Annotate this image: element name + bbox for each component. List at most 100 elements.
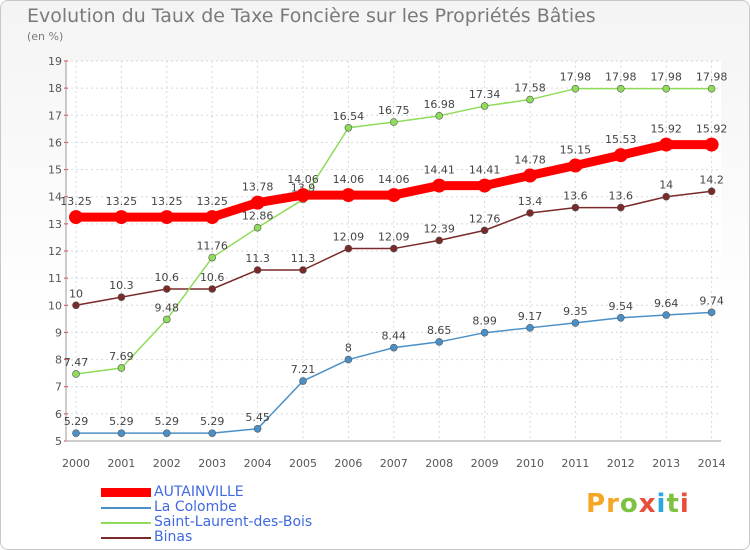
data-point	[72, 429, 80, 437]
chart-subtitle: (en %)	[27, 30, 64, 43]
data-label: 17.98	[696, 71, 728, 84]
data-label: 10.3	[109, 279, 134, 292]
logo-letter: i	[656, 489, 667, 519]
data-label: 5.29	[64, 415, 89, 428]
logo-letter: P	[586, 489, 607, 519]
y-tick-label: 7	[55, 381, 62, 394]
data-point	[477, 178, 492, 193]
data-label: 10.6	[200, 271, 225, 284]
data-label: 13.25	[106, 195, 138, 208]
data-label: 8.44	[382, 330, 407, 343]
data-label: 16.98	[423, 98, 455, 111]
data-point	[480, 328, 489, 337]
data-label: 12.39	[423, 222, 455, 235]
data-point	[208, 429, 216, 437]
data-label: 5.29	[200, 415, 225, 428]
data-point	[389, 244, 398, 253]
logo-letter: t	[666, 489, 680, 519]
data-label: 14.06	[287, 173, 319, 186]
data-point	[571, 319, 580, 327]
data-point	[480, 102, 489, 110]
data-label: 17.34	[469, 88, 501, 101]
y-tick-label: 19	[48, 55, 62, 68]
data-point	[435, 236, 444, 245]
data-point	[389, 118, 398, 126]
data-label: 16.54	[333, 110, 365, 123]
data-point	[616, 313, 625, 322]
data-point	[117, 293, 126, 301]
data-label: 8.65	[427, 324, 452, 337]
y-tick-label: 16	[48, 136, 62, 149]
y-tick-label: 10	[48, 299, 62, 312]
data-point	[616, 203, 625, 212]
data-point	[616, 84, 625, 93]
data-point	[571, 84, 580, 93]
logo-letter: x	[638, 489, 657, 519]
data-point	[72, 370, 80, 378]
data-label: 13.4	[518, 195, 543, 208]
data-label: 12.76	[469, 212, 501, 225]
data-label: 9.54	[609, 300, 634, 313]
data-label: 17.98	[605, 71, 637, 84]
data-label: 13.6	[609, 190, 634, 203]
data-label: 13.9	[291, 181, 316, 194]
data-label: 11.3	[291, 252, 316, 265]
x-tick-label: 2005	[289, 457, 317, 470]
data-point	[72, 301, 80, 310]
legend-swatch	[101, 507, 151, 509]
x-tick-label: 2013	[652, 457, 680, 470]
data-label: 17.98	[560, 71, 592, 84]
data-point	[344, 123, 353, 132]
data-point	[523, 168, 537, 183]
data-label: 13.25	[151, 195, 183, 208]
y-tick-label: 5	[55, 435, 62, 448]
data-label: 8	[345, 342, 352, 355]
y-tick-label: 11	[48, 272, 62, 285]
data-label: 5.29	[155, 415, 180, 428]
data-label: 9.48	[155, 301, 180, 314]
x-tick-label: 2014	[698, 457, 726, 470]
data-label: 12.09	[333, 231, 365, 244]
data-point	[704, 137, 719, 152]
x-tick-label: 2004	[244, 457, 272, 470]
y-tick-label: 14	[48, 191, 62, 204]
data-point	[613, 148, 628, 163]
proxiti-logo: Proxiti	[586, 489, 690, 519]
data-point	[163, 315, 171, 324]
legend-swatch	[101, 537, 151, 539]
legend-swatch	[101, 522, 151, 524]
data-point	[432, 178, 447, 193]
data-point	[707, 187, 716, 196]
data-label: 13.6	[563, 190, 588, 203]
data-label: 9.35	[563, 305, 588, 318]
data-point	[299, 377, 307, 385]
data-point	[159, 210, 174, 225]
data-label: 14.06	[378, 173, 410, 186]
data-point	[435, 112, 444, 120]
data-label: 13.25	[60, 195, 92, 208]
data-label: 11.3	[245, 252, 270, 265]
legend-swatch	[101, 488, 151, 497]
x-tick-label: 2012	[607, 457, 635, 470]
y-tick-label: 15	[48, 164, 62, 177]
data-point	[299, 266, 307, 274]
data-point	[344, 244, 353, 253]
data-point	[344, 355, 353, 364]
data-point	[253, 266, 262, 274]
data-point	[208, 253, 216, 262]
data-point	[571, 203, 580, 212]
x-tick-label: 2009	[471, 457, 499, 470]
x-tick-label: 2002	[153, 457, 181, 470]
data-point	[163, 285, 171, 293]
y-tick-label: 9	[55, 326, 62, 339]
logo-letter: i	[679, 489, 690, 519]
data-label: 17.98	[650, 71, 682, 84]
data-point	[526, 209, 534, 217]
x-tick-label: 2011	[561, 457, 589, 470]
data-point	[526, 324, 534, 332]
x-tick-label: 2010	[516, 457, 544, 470]
data-point	[707, 308, 716, 317]
y-tick-label: 18	[48, 82, 62, 95]
x-tick-label: 2007	[380, 457, 408, 470]
